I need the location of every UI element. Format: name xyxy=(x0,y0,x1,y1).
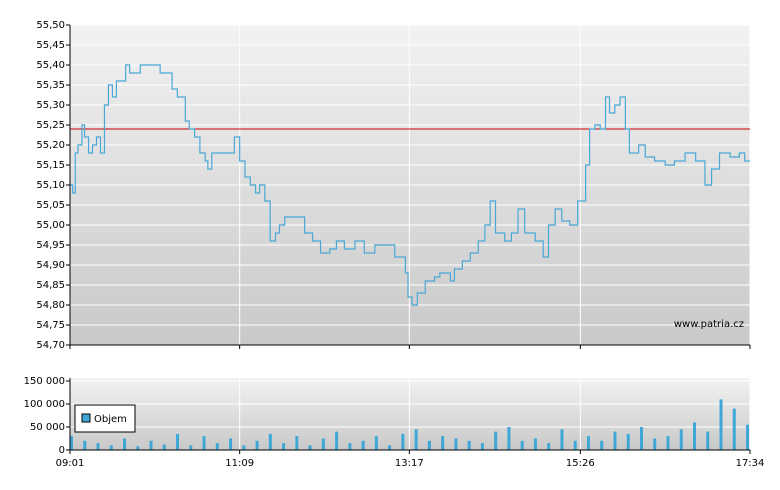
y-tick-label: 54,80 xyxy=(36,300,65,311)
volume-bar xyxy=(295,436,299,450)
volume-bar xyxy=(176,433,180,450)
y-tick-label: 54,90 xyxy=(36,260,65,271)
y-tick-label: 54,95 xyxy=(36,240,65,251)
volume-bar xyxy=(361,440,365,450)
y-tick-label: 55,40 xyxy=(36,60,65,71)
x-tick-label: 17:34 xyxy=(736,458,765,469)
volume-bar xyxy=(441,436,445,450)
x-tick-label: 09:01 xyxy=(56,458,85,469)
y-tick-label: 55,10 xyxy=(36,180,65,191)
y-tick-label: 55,35 xyxy=(36,80,65,91)
y-tick-label: 55,00 xyxy=(36,220,65,231)
price-line xyxy=(70,64,750,306)
volume-bar xyxy=(427,440,431,450)
volume-bar xyxy=(706,431,710,450)
volume-bar xyxy=(149,440,153,450)
y-tick-label: 55,30 xyxy=(36,100,65,111)
y-tick-label: 55,25 xyxy=(36,120,65,131)
volume-bar xyxy=(348,443,352,450)
y-tick-label: 150 000 xyxy=(24,376,65,387)
legend-swatch xyxy=(81,413,91,423)
volume-bar xyxy=(600,440,604,450)
y-tick-label: 55,45 xyxy=(36,40,65,51)
volume-bar xyxy=(83,440,87,450)
watermark: www.patria.cz xyxy=(674,319,744,330)
volume-bar xyxy=(507,427,511,450)
x-tick-label: 15:26 xyxy=(566,458,595,469)
volume-bar xyxy=(70,436,73,450)
x-tick-label: 11:09 xyxy=(225,458,254,469)
y-tick-label: 55,05 xyxy=(36,200,65,211)
y-tick-label: 50 000 xyxy=(30,422,65,433)
volume-bar xyxy=(229,438,233,450)
y-tick-label: 55,20 xyxy=(36,140,65,151)
y-tick-label: 100 000 xyxy=(24,399,65,410)
volume-bar xyxy=(547,443,551,450)
x-tick-label: 13:17 xyxy=(395,458,424,469)
volume-bar xyxy=(653,438,657,450)
y-tick-label: 54,75 xyxy=(36,320,65,331)
volume-bar xyxy=(308,445,312,450)
volume-bar xyxy=(586,436,590,450)
volume-bar xyxy=(639,427,643,450)
volume-bar xyxy=(189,445,193,450)
volume-bar xyxy=(573,440,577,450)
volume-bar xyxy=(613,431,617,450)
y-tick-label: 54,70 xyxy=(36,340,65,351)
y-tick-label: 55,50 xyxy=(36,20,65,31)
legend-label: Objem xyxy=(94,414,127,425)
volume-bar xyxy=(374,436,378,450)
volume-bar xyxy=(162,444,166,450)
volume-bar xyxy=(321,438,325,450)
volume-bar xyxy=(388,445,392,450)
volume-bar xyxy=(454,438,458,450)
y-tick-label: 0 xyxy=(59,445,65,456)
y-tick-label: 54,85 xyxy=(36,280,65,291)
volume-bar xyxy=(202,436,206,450)
volume-bar xyxy=(282,443,286,450)
volume-bar xyxy=(401,433,405,450)
volume-bar xyxy=(335,431,339,450)
volume-bar xyxy=(255,440,259,450)
volume-bar xyxy=(494,431,498,450)
volume-bar xyxy=(719,399,723,450)
volume-bar xyxy=(533,438,537,450)
volume-bar xyxy=(666,436,670,450)
volume-bar xyxy=(679,429,683,450)
volume-bar xyxy=(693,422,697,450)
volume-bar xyxy=(123,438,127,450)
volume-bar xyxy=(732,408,736,450)
volume-bar xyxy=(746,424,750,450)
volume-bar xyxy=(136,446,140,450)
y-tick-label: 55,15 xyxy=(36,160,65,171)
volume-bar xyxy=(480,443,484,450)
volume-bar xyxy=(109,445,113,450)
volume-bar xyxy=(626,433,630,450)
volume-bar xyxy=(560,429,564,450)
volume-bar xyxy=(215,443,219,450)
volume-bar xyxy=(96,443,100,450)
volume-bar xyxy=(520,440,524,450)
volume-panel xyxy=(70,378,750,450)
volume-bar xyxy=(414,429,418,450)
volume-bar xyxy=(467,440,471,450)
volume-bar xyxy=(268,433,272,450)
volume-bar xyxy=(242,445,246,450)
